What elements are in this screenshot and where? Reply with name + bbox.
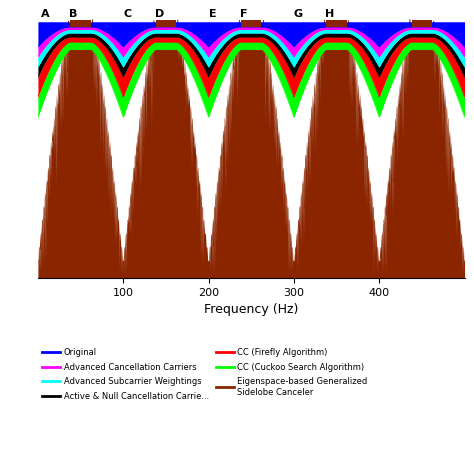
Text: C: C (123, 9, 131, 19)
Text: D: D (155, 9, 164, 19)
Text: H: H (326, 9, 335, 19)
X-axis label: Frequency (Hz): Frequency (Hz) (204, 303, 299, 316)
Text: E: E (209, 9, 216, 19)
Legend: Original, Advanced Cancellation Carriers, Advanced Subcarrier Weightings, Active: Original, Advanced Cancellation Carriers… (42, 348, 367, 401)
Text: B: B (70, 9, 78, 19)
Text: G: G (294, 9, 303, 19)
Text: F: F (240, 9, 247, 19)
Text: A: A (41, 9, 50, 19)
